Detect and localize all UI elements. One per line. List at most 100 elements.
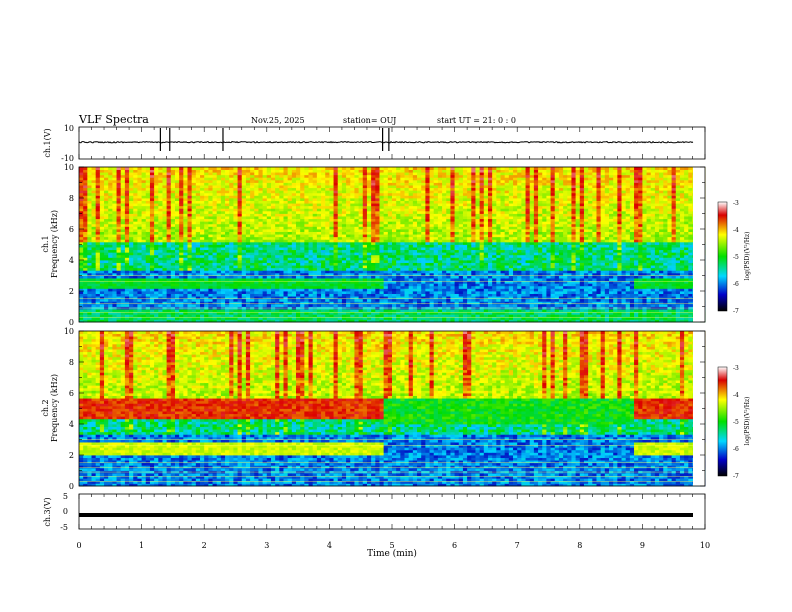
spectrogram-cell xyxy=(254,182,259,186)
spectrogram-cell xyxy=(91,185,97,189)
spectrogram-cell xyxy=(233,254,238,258)
spectrogram-cell xyxy=(179,257,184,261)
spectrogram-cell xyxy=(408,254,414,258)
spectrogram-cell xyxy=(275,223,280,227)
spectrogram-cell xyxy=(400,198,405,201)
spectrogram-cell xyxy=(375,213,380,217)
spectrogram-cell xyxy=(270,319,276,323)
spectrogram-cell xyxy=(83,200,88,204)
spectrogram-cell xyxy=(170,239,176,243)
spectrogram-cell xyxy=(287,200,293,204)
spectrogram-cell xyxy=(400,247,405,251)
spectrogram-cell xyxy=(220,262,226,266)
spectrogram-cell xyxy=(400,301,405,305)
spectrogram-cell xyxy=(108,283,113,287)
spectrogram-cell xyxy=(99,169,105,173)
spectrogram-cell xyxy=(237,262,243,266)
spectrogram-cell xyxy=(183,216,188,220)
spectrogram-cell xyxy=(124,179,130,183)
spectrogram-cell xyxy=(124,247,130,251)
spectrogram-cell xyxy=(308,229,314,232)
spectrogram-cell xyxy=(233,187,238,191)
spectrogram-cell xyxy=(362,244,368,248)
spectrogram-cell xyxy=(291,285,297,289)
spectrogram-cell xyxy=(137,296,142,300)
spectrogram-cell xyxy=(329,280,334,284)
spectrogram-cell xyxy=(404,285,410,289)
spectrogram-cell xyxy=(145,260,151,263)
spectrogram-cell xyxy=(225,177,230,181)
spectrogram-cell xyxy=(112,319,117,323)
spectrogram-cell xyxy=(333,236,339,240)
spectrogram-cell xyxy=(262,213,268,217)
spectrogram-cell xyxy=(108,270,113,274)
spectrogram-cell xyxy=(145,218,151,222)
spectrogram-cell xyxy=(291,231,297,235)
spectrogram-cell xyxy=(270,278,276,282)
spectrogram-cell xyxy=(241,208,247,212)
spectrogram-cell xyxy=(120,229,126,232)
spectrogram-cell xyxy=(245,239,251,243)
spectrogram-cell xyxy=(375,301,380,305)
spectrogram-cell xyxy=(287,309,293,313)
spectrogram-cell xyxy=(341,283,347,287)
spectrogram-cell xyxy=(321,216,326,220)
spectrogram-cell xyxy=(287,167,293,170)
spectrogram-cell xyxy=(183,291,188,294)
spectrogram-cell xyxy=(371,192,376,196)
spectrogram-cell xyxy=(162,270,168,274)
spectrogram-cell xyxy=(245,241,251,245)
spectrogram-cell xyxy=(341,210,347,214)
spectrogram-cell xyxy=(312,275,318,279)
spectrogram-cell xyxy=(366,316,372,320)
spectrogram-cell xyxy=(99,309,105,313)
spectrogram-cell xyxy=(116,218,122,222)
spectrogram-cell xyxy=(216,267,222,271)
spectrogram-cell xyxy=(312,192,318,196)
spectrogram-cell xyxy=(195,195,201,199)
spectrogram-cell xyxy=(133,303,138,307)
spectrogram-cell xyxy=(354,167,360,170)
spectrogram-cell xyxy=(383,172,389,176)
spectrogram-cell xyxy=(237,316,243,320)
spectrogram-cell xyxy=(112,262,117,266)
spectrogram-cell xyxy=(95,265,101,269)
spectrogram-cell xyxy=(250,198,255,201)
spectrogram-cell xyxy=(308,311,314,315)
spectrogram-cell xyxy=(200,267,205,271)
spectrogram-cell xyxy=(283,319,289,323)
spectrogram-cell xyxy=(91,172,97,176)
spectrogram-cell xyxy=(417,288,422,292)
spectrogram-cell xyxy=(358,265,364,269)
spectrogram-cell xyxy=(208,192,213,196)
spectrogram-cell xyxy=(141,203,147,207)
spectrogram-cell xyxy=(237,203,243,207)
spectrogram-cell xyxy=(79,293,84,297)
spectrogram-cell xyxy=(120,190,126,194)
spectrogram-cell xyxy=(233,270,238,274)
spectrogram-cell xyxy=(237,200,243,204)
spectrogram-cell xyxy=(225,260,230,263)
spectrogram-cell xyxy=(296,309,301,313)
spectrogram-cell xyxy=(283,231,289,235)
spectrogram-cell xyxy=(408,285,414,289)
spectrogram-cell xyxy=(104,280,109,284)
spectrogram-cell xyxy=(412,221,418,225)
spectrogram-cell xyxy=(116,252,122,256)
spectrogram-cell xyxy=(258,234,264,238)
spectrogram-cell xyxy=(204,247,209,251)
spectrogram-cell xyxy=(371,288,376,292)
spectrogram-cell xyxy=(404,172,410,176)
spectrogram-cell xyxy=(283,254,289,258)
spectrogram-cell xyxy=(99,200,105,204)
spectrogram-cell xyxy=(358,272,364,276)
spectrogram-cell xyxy=(383,278,389,282)
spectrogram-cell xyxy=(233,223,238,227)
spectrogram-cell xyxy=(112,221,117,225)
spectrogram-cell xyxy=(212,285,218,289)
spectrogram-cell xyxy=(333,241,339,245)
spectrogram-cell xyxy=(87,267,92,271)
spectrogram-cell xyxy=(195,231,201,235)
spectrogram-cell xyxy=(337,270,343,274)
spectrogram-cell xyxy=(229,239,234,243)
